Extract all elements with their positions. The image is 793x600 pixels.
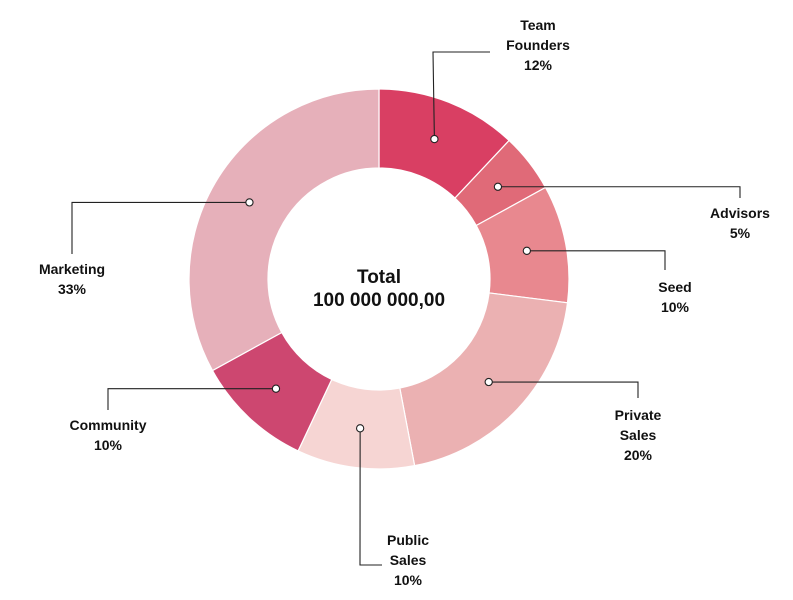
leader-line-private-sales: [488, 381, 639, 398]
marker-dot-team-founders: [430, 134, 439, 144]
label-percent: 10%: [394, 572, 423, 588]
label-line: Private: [615, 407, 662, 423]
label-percent: 10%: [661, 299, 690, 315]
label-line: Advisors: [710, 205, 770, 221]
label-percent: 33%: [58, 281, 87, 297]
slice-labels: Team Founders 12% Advisors 5% Seed 10% Private S…: [39, 17, 770, 588]
label-percent: 12%: [524, 57, 553, 73]
slice-marketing: [188, 88, 380, 372]
donut-slices: [188, 88, 570, 470]
label-percent: 20%: [624, 447, 653, 463]
label-community: Community 10%: [70, 417, 147, 453]
leader-line-marketing: [71, 201, 250, 254]
leader-line-advisors: [497, 186, 741, 198]
label-line: Founders: [506, 37, 570, 53]
leader-lines: [71, 51, 741, 566]
label-line: Sales: [390, 552, 427, 568]
marker-dot-seed: [522, 246, 531, 255]
label-team-founders: Team Founders 12%: [506, 17, 570, 73]
marker-dot-marketing: [245, 198, 254, 207]
leader-line-seed: [526, 250, 666, 270]
label-line: Community: [70, 417, 147, 433]
label-percent: 10%: [94, 437, 123, 453]
label-line: Seed: [658, 279, 691, 295]
leader-line-public-sales: [359, 428, 382, 566]
label-line: Marketing: [39, 261, 105, 277]
marker-dot-public-sales: [355, 424, 365, 433]
label-public-sales: Public Sales 10%: [387, 532, 429, 588]
label-seed: Seed 10%: [658, 279, 691, 315]
label-private-sales: Private Sales 20%: [615, 407, 662, 463]
marker-dot-private-sales: [484, 377, 493, 387]
label-percent: 5%: [730, 225, 751, 241]
center-title: Total: [357, 267, 401, 288]
leader-line-community: [107, 388, 276, 410]
slice-private-sales: [399, 292, 569, 467]
center-value: 100 000 000,00: [313, 290, 445, 311]
label-line: Sales: [620, 427, 657, 443]
label-advisors: Advisors 5%: [710, 205, 770, 241]
label-marketing: Marketing 33%: [39, 261, 105, 297]
label-line: Team: [520, 17, 556, 33]
marker-dot-community: [271, 384, 281, 393]
marker-dot-advisors: [493, 182, 503, 191]
label-line: Public: [387, 532, 429, 548]
leader-line-team-founders: [432, 51, 490, 140]
